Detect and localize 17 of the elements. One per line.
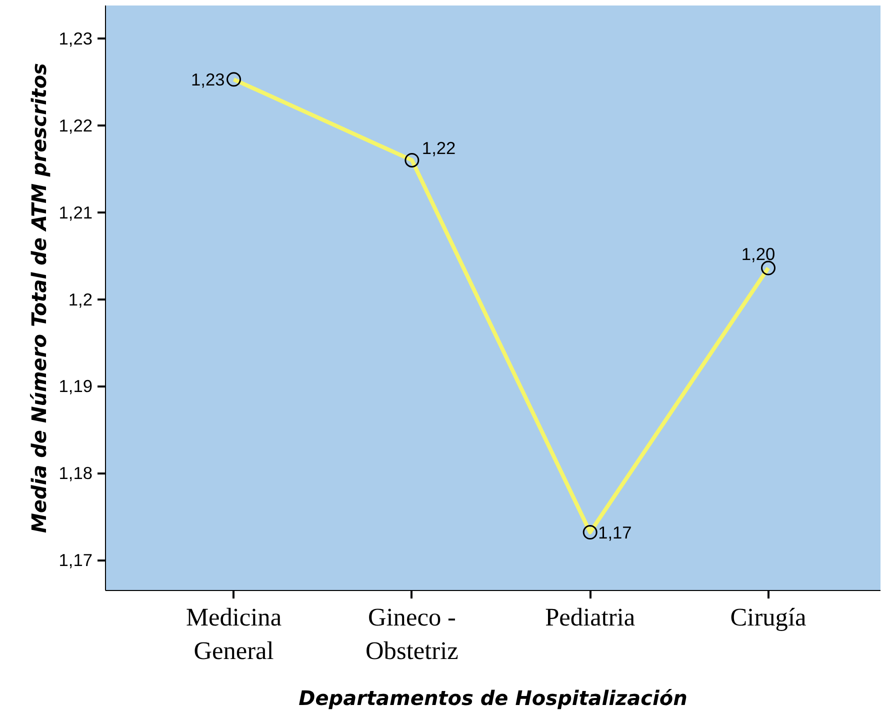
y-tick-label: 1,22 xyxy=(58,115,93,136)
data-label: 1,20 xyxy=(741,244,776,264)
x-tick-label: Gineco - Obstetriz xyxy=(366,604,458,666)
data-label: 1,17 xyxy=(598,522,632,542)
data-label: 1,22 xyxy=(422,138,456,158)
y-tick-label: 1,21 xyxy=(58,202,93,222)
y-tick-label: 1,18 xyxy=(58,463,93,484)
data-label: 1,23 xyxy=(191,69,225,90)
y-axis-title: Media de Número Total de ATM prescritos xyxy=(26,62,51,533)
x-tick-label: Cirugía xyxy=(730,604,806,632)
x-tick-label: Medicina General xyxy=(186,604,282,666)
x-axis-title: Departamentos de Hospitalización xyxy=(298,686,688,710)
x-tick-label: Pediatria xyxy=(545,604,636,632)
y-tick-label: 1,19 xyxy=(58,376,93,396)
y-tick-label: 1,23 xyxy=(58,28,93,49)
y-tick-label: 1,2 xyxy=(68,289,93,310)
y-tick-label: 1,17 xyxy=(58,550,93,570)
